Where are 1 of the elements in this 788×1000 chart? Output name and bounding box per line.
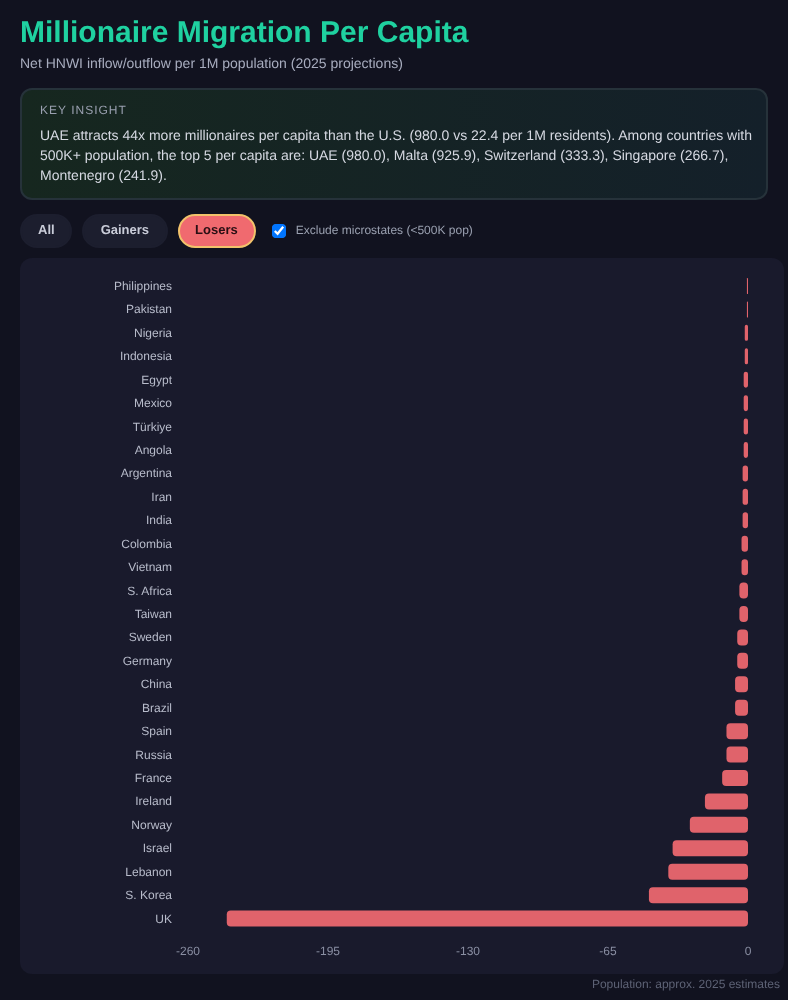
- chart-title: Millionaire Migration Per Capita: [20, 16, 469, 50]
